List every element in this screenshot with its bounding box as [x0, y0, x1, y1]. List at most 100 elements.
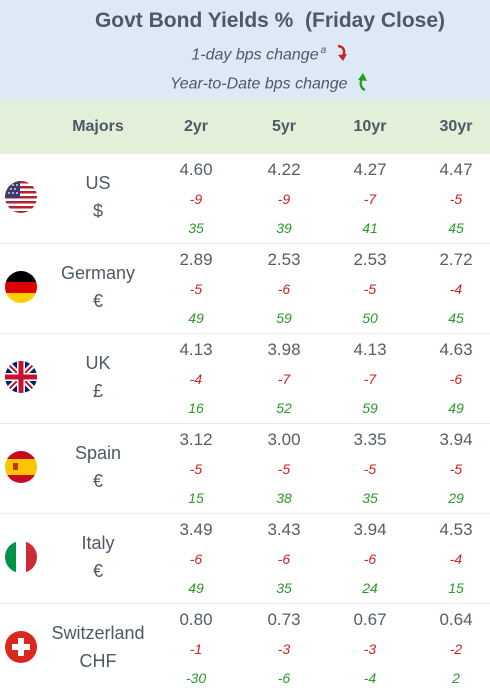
day-change-2yr: -4	[189, 371, 203, 387]
ytd-change-10yr: 50	[362, 310, 378, 326]
yield-5yr: 3.98	[267, 340, 301, 359]
day-change-10yr: -3	[363, 641, 377, 657]
ytd-change-5yr: 59	[276, 310, 292, 326]
table-row: Italy € 3.49 3.43 3.94 4.53 -6 -6 -6 -4 …	[0, 514, 490, 604]
ytd-change-10yr: 24	[362, 580, 378, 596]
column-2yr: 2yr	[183, 118, 209, 135]
country-currency: $	[92, 201, 103, 221]
ytd-change-2yr: 16	[188, 400, 204, 416]
day-change-30yr: -6	[449, 371, 463, 387]
day-change-5yr: -6	[277, 551, 291, 567]
ytd-change-2yr: 35	[188, 220, 204, 236]
yield-30yr: 2.72	[439, 250, 473, 269]
table-row: US $ 4.60 4.22 4.27 4.47 -9 -9 -7 -5 35 …	[0, 154, 490, 244]
yield-5yr: 3.43	[267, 520, 301, 539]
country-name: UK	[85, 353, 111, 373]
ytd-change-30yr: 45	[448, 310, 464, 326]
legend-ytd: Year-to-Date bps change	[0, 72, 490, 97]
day-change-10yr: -7	[363, 371, 377, 387]
day-change-2yr: -5	[189, 461, 203, 477]
country-name: Italy	[81, 533, 115, 553]
ytd-change-2yr: 49	[188, 580, 204, 596]
ytd-change-10yr: 41	[362, 220, 378, 236]
day-change-10yr: -6	[363, 551, 377, 567]
table-row: Spain € 3.12 3.00 3.35 3.94 -5 -5 -5 -5 …	[0, 424, 490, 514]
arrow-up-icon	[356, 72, 370, 97]
day-change-10yr: -7	[363, 191, 377, 207]
day-change-2yr: -6	[189, 551, 203, 567]
yield-2yr: 2.89	[179, 250, 213, 269]
day-change-30yr: -4	[449, 551, 463, 567]
country-currency: £	[92, 381, 103, 401]
country-name: US	[85, 173, 111, 193]
ytd-change-5yr: 52	[276, 400, 292, 416]
legend-day-label: 1-day bps change	[191, 46, 319, 64]
column-10yr: 10yr	[353, 118, 387, 135]
yield-10yr: 2.53	[353, 250, 387, 269]
yield-30yr: 4.53	[439, 520, 473, 539]
country-currency: €	[92, 471, 103, 491]
table-row: Germany € 2.89 2.53 2.53 2.72 -5 -6 -5 -…	[0, 244, 490, 334]
spain-flag-icon	[5, 451, 37, 483]
ytd-change-30yr: 29	[448, 490, 464, 506]
yield-30yr: 0.64	[439, 610, 473, 629]
yield-2yr: 3.12	[179, 430, 213, 449]
ytd-change-5yr: 39	[276, 220, 292, 236]
column-header-row: Majors 2yr 5yr 10yr 30yr	[0, 100, 490, 154]
arrow-down-icon	[335, 44, 349, 67]
day-change-5yr: -6	[277, 281, 291, 297]
yield-10yr: 0.67	[353, 610, 387, 629]
column-5yr: 5yr	[271, 118, 297, 135]
yield-30yr: 3.94	[439, 430, 473, 449]
column-30yr: 30yr	[439, 118, 473, 135]
day-change-30yr: -5	[449, 191, 463, 207]
day-change-5yr: -5	[277, 461, 291, 477]
ytd-change-5yr: 35	[276, 580, 292, 596]
day-change-30yr: -5	[449, 461, 463, 477]
yield-2yr: 3.49	[179, 520, 213, 539]
country-currency: CHF	[79, 651, 117, 671]
yield-2yr: 4.13	[179, 340, 213, 359]
column-majors: Majors	[72, 118, 124, 135]
legend-day-sup: a	[320, 45, 327, 57]
table-row: Switzerland CHF 0.80 0.73 0.67 0.64 -1 -…	[0, 604, 490, 690]
yield-10yr: 4.27	[353, 160, 387, 179]
yield-2yr: 0.80	[179, 610, 213, 629]
switzerland-flag-icon	[5, 631, 37, 663]
yield-30yr: 4.63	[439, 340, 473, 359]
ytd-change-2yr: 49	[188, 310, 204, 326]
ytd-change-30yr: 2	[452, 670, 460, 686]
table-row: UK £ 4.13 3.98 4.13 4.63 -4 -7 -7 -6 16 …	[0, 334, 490, 424]
italy-flag-icon	[5, 541, 37, 573]
germany-flag-icon	[5, 271, 37, 303]
day-change-5yr: -7	[277, 371, 291, 387]
yield-10yr: 3.35	[353, 430, 387, 449]
yield-5yr: 3.00	[267, 430, 301, 449]
page-title: Govt Bond Yields % (Friday Close)	[94, 9, 446, 32]
day-change-5yr: -9	[277, 191, 291, 207]
yield-5yr: 2.53	[267, 250, 301, 269]
day-change-10yr: -5	[363, 461, 377, 477]
uk-flag-icon	[5, 361, 37, 393]
day-change-2yr: -1	[189, 641, 203, 657]
country-name: Spain	[74, 443, 122, 463]
yield-5yr: 4.22	[267, 160, 301, 179]
yield-2yr: 4.60	[179, 160, 213, 179]
country-name: Germany	[60, 263, 136, 283]
us-flag-icon	[5, 181, 37, 213]
day-change-10yr: -5	[363, 281, 377, 297]
ytd-change-30yr: 45	[448, 220, 464, 236]
yield-5yr: 0.73	[267, 610, 301, 629]
day-change-30yr: -4	[449, 281, 463, 297]
ytd-change-5yr: 38	[276, 490, 292, 506]
country-name: Switzerland	[51, 623, 145, 643]
ytd-change-30yr: 49	[448, 400, 464, 416]
day-change-5yr: -3	[277, 641, 291, 657]
ytd-change-10yr: -4	[363, 670, 377, 686]
day-change-2yr: -9	[189, 191, 203, 207]
header-panel: Govt Bond Yields % (Friday Close) 1-day …	[0, 0, 490, 100]
ytd-change-5yr: -6	[277, 670, 291, 686]
country-currency: €	[92, 291, 103, 311]
ytd-change-10yr: 59	[362, 400, 378, 416]
legend-day: 1-day bps change a	[0, 44, 490, 67]
